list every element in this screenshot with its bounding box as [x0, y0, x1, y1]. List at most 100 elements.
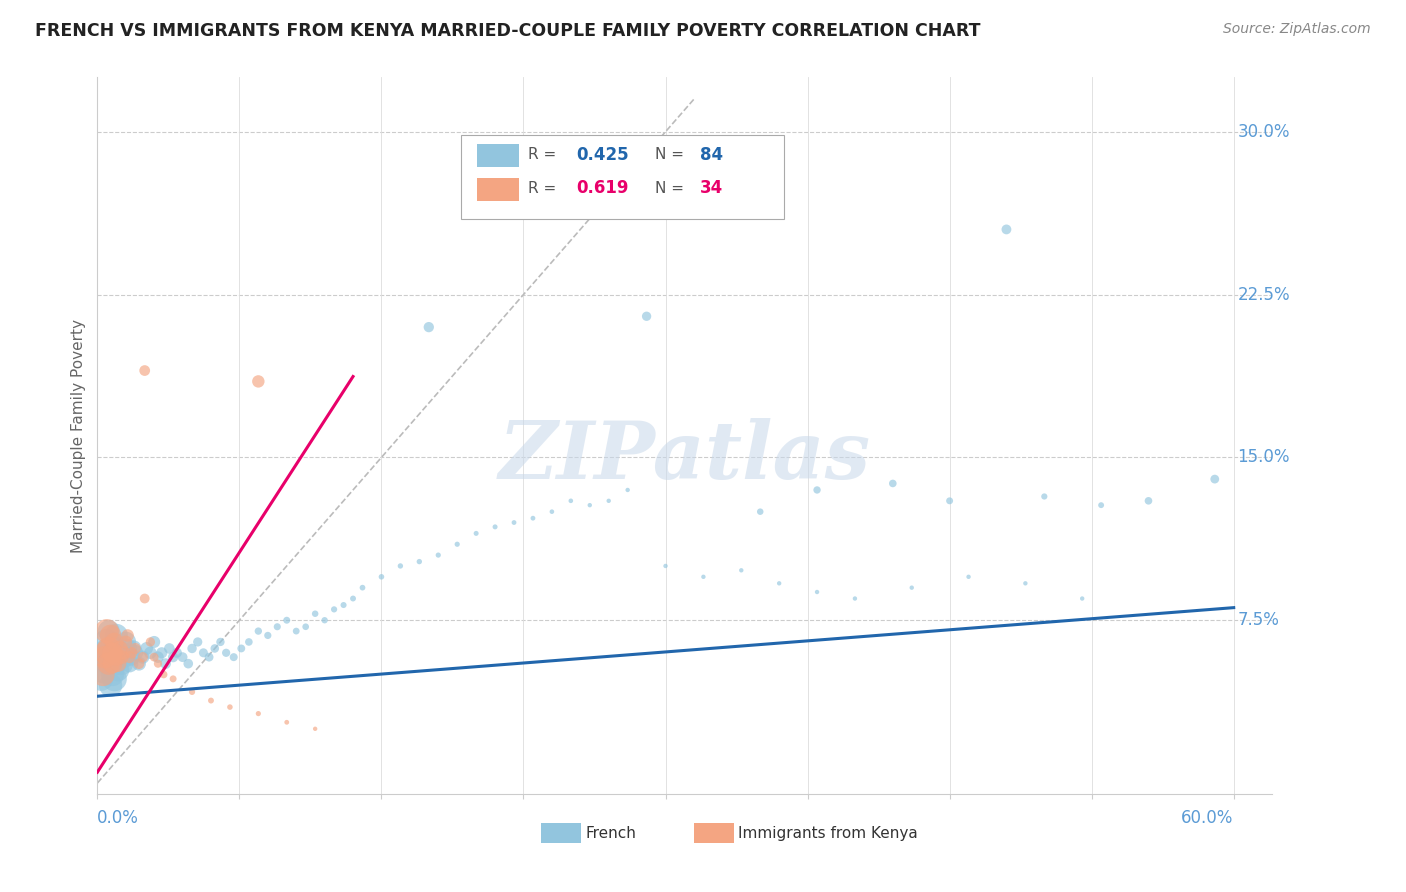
Point [128, 657, 150, 671]
Point [522, 511, 544, 525]
Text: R =: R = [529, 181, 557, 196]
Point [692, 570, 714, 584]
Point [730, 563, 752, 577]
Point [134, 363, 156, 377]
Point [103, 657, 125, 671]
Text: 30.0%: 30.0% [1237, 123, 1289, 141]
Point [150, 646, 173, 660]
Point [408, 555, 430, 569]
Point [332, 598, 354, 612]
Text: French: French [586, 826, 637, 841]
Text: N =: N = [655, 181, 685, 196]
Point [103, 635, 125, 649]
Point [231, 641, 253, 656]
Point [103, 672, 125, 686]
Point [111, 650, 134, 665]
Point [304, 607, 326, 621]
Point [276, 613, 298, 627]
Point [101, 667, 124, 681]
Text: ZIPatlas: ZIPatlas [498, 418, 870, 496]
Point [181, 685, 204, 699]
Point [806, 585, 828, 599]
Point [418, 320, 440, 334]
Point [484, 520, 506, 534]
Point [616, 483, 638, 497]
Point [193, 646, 215, 660]
Point [162, 672, 184, 686]
Point [94, 650, 117, 665]
Point [155, 657, 177, 671]
Point [105, 650, 128, 665]
Point [107, 657, 129, 671]
Point [389, 558, 412, 573]
Point [844, 591, 866, 606]
Point [91, 667, 114, 681]
Point [541, 505, 564, 519]
Point [654, 558, 676, 573]
Point [503, 516, 526, 530]
FancyBboxPatch shape [477, 178, 519, 201]
Point [122, 641, 145, 656]
Point [101, 646, 124, 660]
Point [101, 657, 124, 671]
Point [294, 620, 316, 634]
Point [91, 663, 114, 677]
Point [209, 635, 232, 649]
Point [446, 537, 468, 551]
Text: N =: N = [655, 147, 685, 162]
Y-axis label: Married-Couple Family Poverty: Married-Couple Family Poverty [72, 318, 86, 553]
Point [198, 650, 221, 665]
Point [806, 483, 828, 497]
Point [938, 493, 960, 508]
Point [100, 678, 122, 692]
Point [238, 635, 260, 649]
Point [427, 548, 450, 562]
Point [96, 646, 118, 660]
Point [146, 650, 169, 665]
Text: Immigrants from Kenya: Immigrants from Kenya [738, 826, 918, 841]
Point [900, 581, 922, 595]
Point [105, 650, 128, 665]
Point [200, 693, 222, 707]
Point [1033, 490, 1056, 504]
Point [108, 641, 131, 656]
FancyBboxPatch shape [695, 823, 734, 843]
Point [215, 646, 238, 660]
Point [143, 650, 166, 665]
Text: 60.0%: 60.0% [1181, 809, 1233, 827]
Point [342, 591, 364, 606]
Point [1090, 498, 1112, 512]
Point [128, 657, 150, 671]
Point [1137, 493, 1160, 508]
FancyBboxPatch shape [477, 145, 519, 167]
Point [139, 646, 162, 660]
Point [117, 641, 139, 656]
Point [370, 570, 392, 584]
Point [96, 646, 118, 660]
Text: R =: R = [529, 147, 557, 162]
Point [749, 505, 772, 519]
Point [97, 641, 120, 656]
Point [100, 628, 122, 642]
Point [266, 620, 288, 634]
Point [882, 476, 904, 491]
Point [465, 526, 488, 541]
Point [247, 375, 270, 389]
Text: Source: ZipAtlas.com: Source: ZipAtlas.com [1223, 22, 1371, 37]
Point [135, 641, 157, 656]
Point [100, 650, 122, 665]
Point [1204, 472, 1226, 486]
Point [120, 646, 142, 660]
Point [560, 493, 582, 508]
Point [285, 624, 308, 638]
Text: FRENCH VS IMMIGRANTS FROM KENYA MARRIED-COUPLE FAMILY POVERTY CORRELATION CHART: FRENCH VS IMMIGRANTS FROM KENYA MARRIED-… [35, 22, 980, 40]
Text: 22.5%: 22.5% [1237, 285, 1291, 303]
Point [114, 635, 136, 649]
Point [578, 498, 600, 512]
Point [957, 570, 980, 584]
Point [90, 672, 112, 686]
Point [181, 641, 204, 656]
Point [94, 650, 117, 665]
Point [222, 650, 245, 665]
Point [120, 650, 142, 665]
